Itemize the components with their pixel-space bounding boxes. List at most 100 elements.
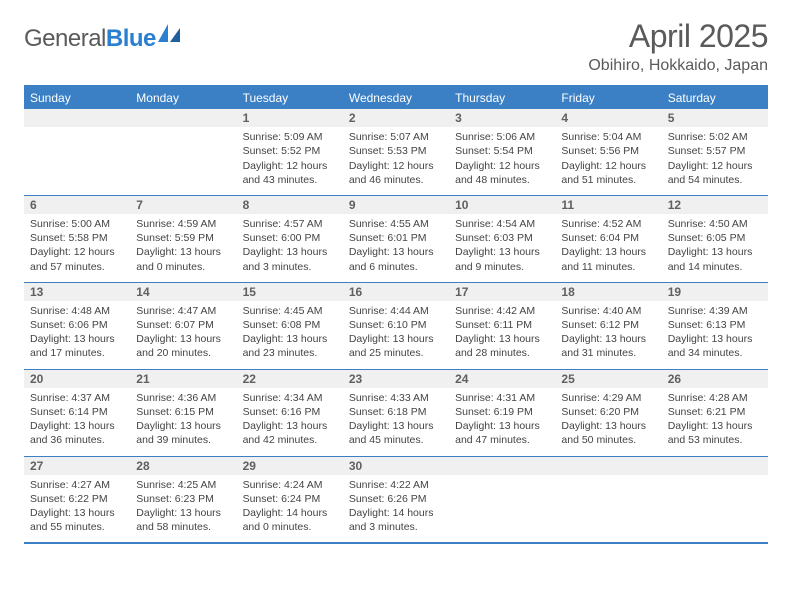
sunset-text: Sunset: 6:00 PM	[243, 231, 337, 245]
sunrise-text: Sunrise: 5:09 AM	[243, 130, 337, 144]
sunset-text: Sunset: 6:03 PM	[455, 231, 549, 245]
daylight-text: Daylight: 13 hours and 9 minutes.	[455, 245, 549, 273]
title-block: April 2025 Obihiro, Hokkaido, Japan	[588, 18, 768, 75]
day-detail-cell	[130, 127, 236, 195]
daylight-text: Daylight: 13 hours and 6 minutes.	[349, 245, 443, 273]
day-number-cell: 9	[343, 195, 449, 214]
day-number-cell: 25	[555, 369, 661, 388]
sunset-text: Sunset: 6:18 PM	[349, 405, 443, 419]
day-number-cell	[24, 109, 130, 127]
day-number-cell: 19	[662, 282, 768, 301]
day-detail: Sunrise: 5:09 AMSunset: 5:52 PMDaylight:…	[237, 127, 343, 195]
day-detail: Sunrise: 4:31 AMSunset: 6:19 PMDaylight:…	[449, 388, 555, 456]
day-number	[662, 457, 768, 475]
day-detail-cell: Sunrise: 4:36 AMSunset: 6:15 PMDaylight:…	[130, 388, 236, 456]
daylight-text: Daylight: 13 hours and 14 minutes.	[668, 245, 762, 273]
sunrise-text: Sunrise: 5:04 AM	[561, 130, 655, 144]
day-number-cell: 28	[130, 456, 236, 475]
day-detail: Sunrise: 4:44 AMSunset: 6:10 PMDaylight:…	[343, 301, 449, 369]
day-number-cell: 11	[555, 195, 661, 214]
day-detail: Sunrise: 4:33 AMSunset: 6:18 PMDaylight:…	[343, 388, 449, 456]
daylight-text: Daylight: 12 hours and 48 minutes.	[455, 159, 549, 187]
calendar-body: 12345Sunrise: 5:09 AMSunset: 5:52 PMDayl…	[24, 109, 768, 543]
day-number-cell	[662, 456, 768, 475]
day-detail-cell	[662, 475, 768, 544]
logo-part1: General	[24, 25, 106, 52]
day-detail: Sunrise: 4:48 AMSunset: 6:06 PMDaylight:…	[24, 301, 130, 369]
day-number-cell: 24	[449, 369, 555, 388]
day-number: 11	[555, 196, 661, 214]
day-detail-cell: Sunrise: 5:04 AMSunset: 5:56 PMDaylight:…	[555, 127, 661, 195]
day-detail: Sunrise: 5:06 AMSunset: 5:54 PMDaylight:…	[449, 127, 555, 195]
day-detail: Sunrise: 4:52 AMSunset: 6:04 PMDaylight:…	[555, 214, 661, 282]
sunset-text: Sunset: 5:59 PM	[136, 231, 230, 245]
sunrise-text: Sunrise: 4:59 AM	[136, 217, 230, 231]
day-detail-row: Sunrise: 5:09 AMSunset: 5:52 PMDaylight:…	[24, 127, 768, 195]
sunrise-text: Sunrise: 4:24 AM	[243, 478, 337, 492]
day-number: 27	[24, 457, 130, 475]
daylight-text: Daylight: 13 hours and 25 minutes.	[349, 332, 443, 360]
day-number-cell: 23	[343, 369, 449, 388]
day-number: 20	[24, 370, 130, 388]
weekday-header: Friday	[555, 86, 661, 109]
day-detail-cell: Sunrise: 4:29 AMSunset: 6:20 PMDaylight:…	[555, 388, 661, 456]
daylight-text: Daylight: 13 hours and 17 minutes.	[30, 332, 124, 360]
day-detail-cell: Sunrise: 4:44 AMSunset: 6:10 PMDaylight:…	[343, 301, 449, 369]
day-detail: Sunrise: 4:55 AMSunset: 6:01 PMDaylight:…	[343, 214, 449, 282]
day-detail: Sunrise: 4:39 AMSunset: 6:13 PMDaylight:…	[662, 301, 768, 369]
sunset-text: Sunset: 5:57 PM	[668, 144, 762, 158]
sunrise-text: Sunrise: 4:29 AM	[561, 391, 655, 405]
daylight-text: Daylight: 13 hours and 50 minutes.	[561, 419, 655, 447]
day-number-cell: 14	[130, 282, 236, 301]
day-detail-row: Sunrise: 5:00 AMSunset: 5:58 PMDaylight:…	[24, 214, 768, 282]
daylight-text: Daylight: 13 hours and 3 minutes.	[243, 245, 337, 273]
day-detail	[449, 475, 555, 533]
day-number: 13	[24, 283, 130, 301]
logo-text: GeneralBlue	[24, 25, 156, 53]
day-number-cell: 21	[130, 369, 236, 388]
sunset-text: Sunset: 6:10 PM	[349, 318, 443, 332]
sunrise-text: Sunrise: 4:37 AM	[30, 391, 124, 405]
day-number-cell: 15	[237, 282, 343, 301]
sunset-text: Sunset: 6:20 PM	[561, 405, 655, 419]
day-detail: Sunrise: 4:50 AMSunset: 6:05 PMDaylight:…	[662, 214, 768, 282]
day-detail: Sunrise: 5:00 AMSunset: 5:58 PMDaylight:…	[24, 214, 130, 282]
day-detail: Sunrise: 5:04 AMSunset: 5:56 PMDaylight:…	[555, 127, 661, 195]
day-detail-cell: Sunrise: 4:59 AMSunset: 5:59 PMDaylight:…	[130, 214, 236, 282]
day-detail-cell: Sunrise: 4:24 AMSunset: 6:24 PMDaylight:…	[237, 475, 343, 544]
day-number: 17	[449, 283, 555, 301]
day-number: 24	[449, 370, 555, 388]
day-detail	[555, 475, 661, 533]
daylight-text: Daylight: 13 hours and 55 minutes.	[30, 506, 124, 534]
sunset-text: Sunset: 6:04 PM	[561, 231, 655, 245]
sunset-text: Sunset: 6:06 PM	[30, 318, 124, 332]
day-number-cell: 3	[449, 109, 555, 127]
day-detail: Sunrise: 4:27 AMSunset: 6:22 PMDaylight:…	[24, 475, 130, 543]
daylight-text: Daylight: 12 hours and 51 minutes.	[561, 159, 655, 187]
day-number-cell: 30	[343, 456, 449, 475]
daylight-text: Daylight: 13 hours and 0 minutes.	[136, 245, 230, 273]
day-detail: Sunrise: 4:36 AMSunset: 6:15 PMDaylight:…	[130, 388, 236, 456]
sunset-text: Sunset: 6:26 PM	[349, 492, 443, 506]
weekday-header: Monday	[130, 86, 236, 109]
day-detail-cell: Sunrise: 4:47 AMSunset: 6:07 PMDaylight:…	[130, 301, 236, 369]
day-number-cell	[130, 109, 236, 127]
sunrise-text: Sunrise: 4:42 AM	[455, 304, 549, 318]
sunset-text: Sunset: 6:01 PM	[349, 231, 443, 245]
sunrise-text: Sunrise: 4:47 AM	[136, 304, 230, 318]
day-detail-cell: Sunrise: 4:42 AMSunset: 6:11 PMDaylight:…	[449, 301, 555, 369]
sunrise-text: Sunrise: 5:02 AM	[668, 130, 762, 144]
day-number: 10	[449, 196, 555, 214]
sail-icon	[158, 24, 180, 47]
day-number-cell: 6	[24, 195, 130, 214]
day-detail	[24, 127, 130, 185]
day-detail-cell: Sunrise: 4:34 AMSunset: 6:16 PMDaylight:…	[237, 388, 343, 456]
day-number-cell: 10	[449, 195, 555, 214]
sunset-text: Sunset: 6:23 PM	[136, 492, 230, 506]
weekday-header: Thursday	[449, 86, 555, 109]
sunset-text: Sunset: 6:12 PM	[561, 318, 655, 332]
day-detail: Sunrise: 4:59 AMSunset: 5:59 PMDaylight:…	[130, 214, 236, 282]
day-number: 29	[237, 457, 343, 475]
day-detail: Sunrise: 4:45 AMSunset: 6:08 PMDaylight:…	[237, 301, 343, 369]
sunrise-text: Sunrise: 4:25 AM	[136, 478, 230, 492]
